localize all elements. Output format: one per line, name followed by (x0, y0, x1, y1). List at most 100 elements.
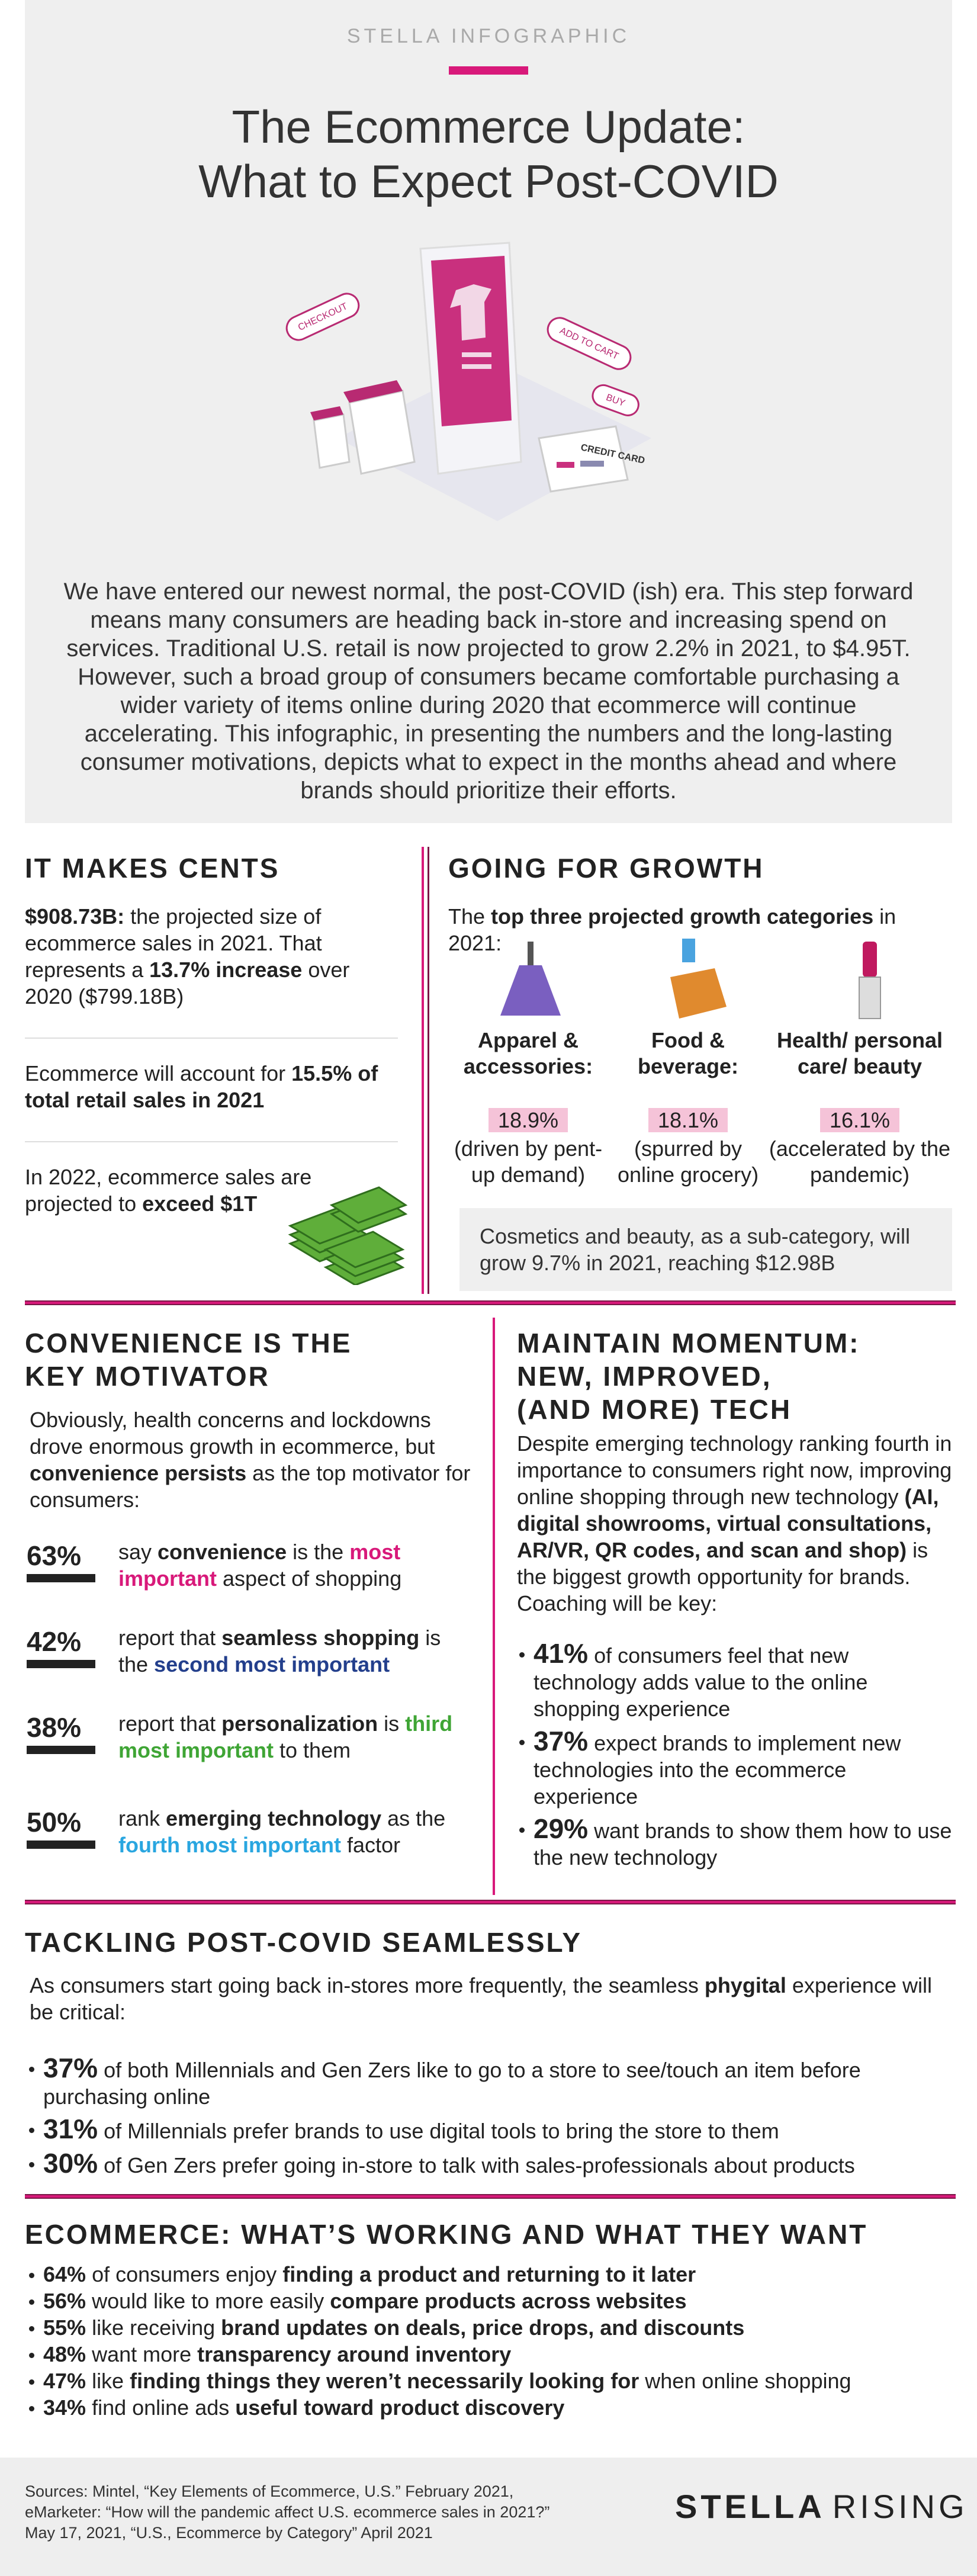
box-icon (670, 968, 727, 1019)
tag-box (547, 317, 632, 370)
sources: Sources: Mintel, “Key Elements of Ecomme… (25, 2482, 550, 2542)
divider (25, 1038, 398, 1039)
text-run: Ecommerce will account for (25, 1061, 292, 1085)
footer (0, 2458, 977, 2576)
working-bullets: 64% of consumers enjoy finding a product… (27, 2261, 950, 2421)
bullet: 41% of consumers feel that new technolog… (517, 1640, 955, 1722)
bullet: 55% like receiving brand updates on deal… (27, 2314, 950, 2341)
accent-bar (449, 66, 528, 75)
column-rule (422, 847, 424, 1294)
emphasis: personalization (221, 1711, 378, 1736)
text-run: say (118, 1540, 158, 1564)
text-run: As consumers start going back in-stores … (30, 1973, 705, 1997)
tag: ADD TO CART (547, 317, 632, 370)
section-heading: TACKLING POST-COVID SEAMLESSLY (25, 1927, 583, 1958)
category-note: (accelerated by the pandemic) (769, 1136, 951, 1187)
bullet-text: of Gen Zers prefer going in-store to tal… (98, 2153, 855, 2177)
title: The Ecommerce Update: What to Expect Pos… (0, 99, 977, 208)
bullet: 48% want more transparency around invent… (27, 2341, 950, 2368)
card-line (557, 462, 574, 468)
text-run: is the biggest growth opportunity for br… (517, 1538, 928, 1615)
money-icon (288, 1186, 408, 1285)
section-heading: MAINTAIN MOMENTUM: NEW, IMPROVED, (AND M… (517, 1326, 955, 1426)
text-run: is the (118, 1626, 441, 1676)
tackling-intro: As consumers start going back in-stores … (30, 1972, 953, 2025)
emphasis: most important (118, 1540, 401, 1591)
stat-text: say convenience is the most important as… (118, 1538, 474, 1592)
line (462, 352, 491, 357)
text-run: like (86, 2369, 130, 2393)
text-run: of consumers enjoy (86, 2262, 283, 2286)
column-rule (493, 1318, 495, 1895)
text-run: factor (340, 1833, 401, 1857)
kicker: STELLA INFOGRAPHIC (346, 25, 631, 47)
emphasis: (AI, digital showrooms, virtual consulta… (517, 1485, 939, 1562)
tag-box (285, 293, 360, 341)
column-rule (428, 847, 429, 1294)
tag-box (592, 384, 639, 416)
emphasis: $908.73B: (25, 904, 125, 929)
category-value-wrap: 18.1% (608, 1107, 768, 1133)
text-run: in 2021: (448, 904, 896, 955)
bullet-stat: 30% (43, 2148, 98, 2179)
bullet-stat: 64% (43, 2262, 86, 2286)
text-run: find online ads (86, 2395, 236, 2420)
category-note: (spurred by online grocery) (617, 1136, 759, 1187)
category-value: 16.1% (819, 1108, 900, 1132)
bullet: 64% of consumers enjoy finding a product… (27, 2261, 950, 2288)
bag (313, 413, 351, 469)
hanger (528, 942, 534, 965)
bullet-text: of consumers feel that new technology ad… (534, 1643, 868, 1721)
lipstick-top (863, 942, 877, 977)
category: Health/ personal care/ beauty 16.1% (accel… (768, 1027, 952, 1188)
category-value-wrap: 16.1% (768, 1107, 952, 1133)
stat-percent: 38% (27, 1712, 82, 1743)
section-heading: CONVENIENCE IS THE KEY MOTIVATOR (25, 1326, 475, 1393)
divider (25, 1141, 398, 1142)
line (462, 364, 491, 369)
section-heading: ECOMMERCE: WHAT’S WORKING AND WHAT THEY … (25, 2219, 868, 2250)
title-line: The Ecommerce Update: (232, 101, 745, 153)
intro: We have entered our newest normal, the p… (63, 579, 914, 804)
category-icons (500, 939, 881, 1019)
heading-line: KEY MOTIVATOR (25, 1361, 270, 1392)
bullet: 47% like finding things they weren’t nec… (27, 2368, 950, 2394)
text-run: when online shopping (639, 2369, 851, 2393)
bullet-text: expect brands to implement new technolog… (534, 1731, 901, 1809)
section-heading: IT MAKES CENTS (25, 853, 280, 884)
tag: CHECKOUT (285, 293, 360, 341)
bullet: 31% of Millennials prefer brands to use … (27, 2115, 950, 2144)
category: Food & beverage: 18.1% (spurred by online … (608, 1027, 768, 1188)
text-run: is the (287, 1540, 350, 1564)
bullet-text: of Millennials prefer brands to use digi… (98, 2119, 779, 2143)
text-run: as the (381, 1806, 446, 1830)
stat-bar (27, 1841, 95, 1849)
bullet: 56% would like to more easily compare pr… (27, 2288, 950, 2314)
section-rule (25, 1900, 956, 1904)
bullet-stat: 47% (43, 2369, 86, 2393)
emphasis: emerging technology (166, 1806, 382, 1830)
stat-percent: 42% (27, 1626, 82, 1657)
text-run: The (448, 904, 491, 929)
card-line (580, 461, 604, 467)
bullet-stat: 41% (534, 1638, 589, 1669)
stat-bar (27, 1574, 95, 1582)
bullet-stat: 48% (43, 2342, 86, 2366)
text-run: as the top motivator for consumers: (30, 1461, 471, 1512)
emphasis: finding things they weren’t necessarily … (130, 2369, 639, 2393)
text-run: is (378, 1711, 406, 1736)
note: Cosmetics and beauty, as a sub-category,… (480, 1224, 910, 1275)
text-run: report that (118, 1626, 222, 1650)
emphasis: convenience persists (30, 1461, 247, 1485)
stat-text: report that personalization is third mos… (118, 1710, 474, 1764)
bullet-stat: 29% (534, 1813, 589, 1844)
bullet-stat: 37% (43, 2053, 98, 2083)
tag: BUY (592, 384, 639, 416)
text-run: In 2022, ecommerce sales are projected t… (25, 1165, 312, 1216)
bullet-stat: 34% (43, 2395, 86, 2420)
heading-line: NEW, IMPROVED, (517, 1361, 772, 1392)
emphasis: compare products across websites (330, 2289, 687, 2313)
convenience-intro: Obviously, health concerns and lockdowns… (30, 1406, 486, 1513)
